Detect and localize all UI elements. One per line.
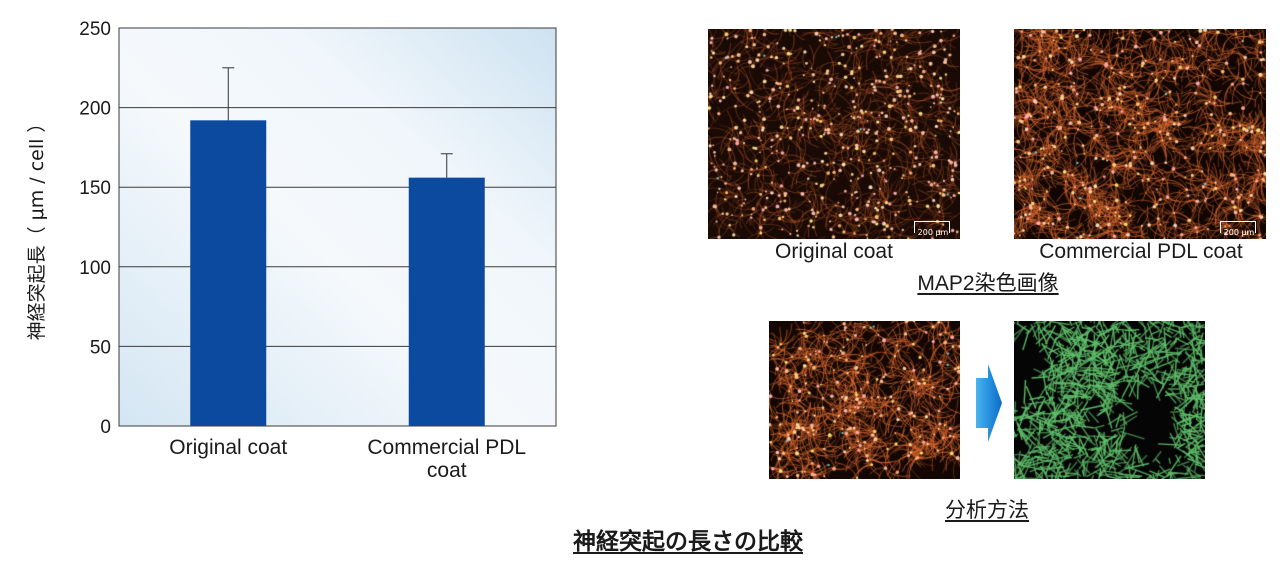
y-tick-label: 150: [79, 178, 111, 199]
x-tick-label: coat: [427, 459, 467, 482]
map2-original-caption: Original coat: [775, 240, 893, 263]
y-tick-label: 250: [79, 19, 111, 40]
x-tick-label: Original coat: [169, 436, 287, 459]
y-tick-label: 100: [79, 258, 111, 279]
plot-area: [119, 28, 556, 426]
analysis-title: 分析方法: [945, 499, 1029, 522]
scale-bar: [1220, 221, 1256, 233]
y-tick-label: 0: [100, 417, 111, 438]
x-tick-label: Commercial PDL: [367, 436, 526, 459]
map2-commercial-caption: Commercial PDL coat: [1039, 240, 1243, 263]
y-tick-label: 50: [90, 337, 111, 358]
y-axis-label: 神経突起長（ μm / cell ）: [26, 114, 48, 341]
plot-frame: [118, 27, 557, 427]
scale-bar: [914, 221, 950, 233]
y-tick-label: 200: [79, 99, 111, 120]
scale-bar-label: 200 μm: [917, 228, 949, 237]
map2-image-original: 200 μm: [708, 29, 960, 239]
map2-image-commercial: 200 μm: [1014, 29, 1266, 239]
figure-title: 神経突起の長さの比較: [573, 528, 803, 554]
scale-bar-label: 200 μm: [1223, 228, 1255, 237]
bar: [408, 177, 485, 426]
map2-section-title: MAP2染色画像: [917, 272, 1059, 295]
analysis-image-traced: [1014, 321, 1205, 479]
arrow-right-icon: [976, 364, 1002, 442]
analysis-image-raw: [769, 321, 960, 479]
bar-chart: 0 50 100 150 200 250 Original coat Commercial P…: [26, 19, 557, 482]
bar: [190, 120, 267, 426]
